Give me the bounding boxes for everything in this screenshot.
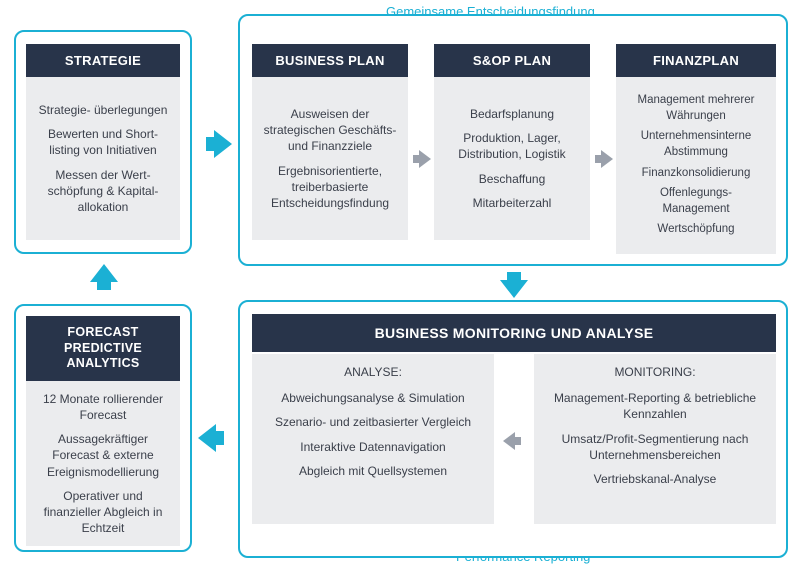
sop-plan-title: S&OP PLAN — [434, 44, 590, 77]
strategie-body: Strategie- überlegungen Bewerten und Sho… — [26, 77, 180, 240]
monitor-item: Vertriebskanal-Analyse — [544, 471, 766, 487]
strategie-card: STRATEGIE Strategie- überlegungen Bewert… — [26, 44, 180, 240]
strategie-title: STRATEGIE — [26, 44, 180, 77]
sop-plan-body: Bedarfsplanung Produktion, Lager, Distri… — [434, 77, 590, 240]
analyse-panel: ANALYSE: Abweichungsanalyse & Simulation… — [252, 354, 494, 524]
finanzplan-body: Management mehrerer Währungen Unternehme… — [616, 77, 776, 254]
analyse-item: Abgleich mit Quellsystemen — [262, 463, 484, 479]
business-plan-title: BUSINESS PLAN — [252, 44, 408, 77]
strategie-item: Strategie- überlegungen — [36, 102, 170, 118]
analyse-item: Szenario- und zeitbasierter Vergleich — [262, 414, 484, 430]
forecast-title: FORECAST PREDICTIVE ANALYTICS — [26, 316, 180, 381]
arrow-left-small-icon — [503, 432, 515, 450]
finanzplan-item: Finanzkonsolidierung — [626, 166, 766, 182]
monitor-label: MONITORING: — [544, 364, 766, 380]
finanzplan-title: FINANZPLAN — [616, 44, 776, 77]
business-plan-card: BUSINESS PLAN Ausweisen der strategische… — [252, 44, 408, 240]
monitor-item: Management-Reporting & betriebliche Kenn… — [544, 390, 766, 422]
finanzplan-item: Wertschöpfung — [626, 222, 766, 238]
monitoring-title: BUSINESS MONITORING UND ANALYSE — [252, 314, 776, 352]
arrow-up-icon — [90, 264, 118, 282]
forecast-item: 12 Monate rollierender Forecast — [36, 391, 170, 423]
monitor-panel: MONITORING: Management-Reporting & betri… — [534, 354, 776, 524]
forecast-item: Operativer und finanzieller Abgleich in … — [36, 488, 170, 537]
arrow-right-icon — [214, 130, 232, 158]
business-plan-body: Ausweisen der strategischen Geschäfts- u… — [252, 77, 408, 240]
finanzplan-card: FINANZPLAN Management mehrerer Währungen… — [616, 44, 776, 254]
business-plan-item: Ausweisen der strategischen Geschäfts- u… — [262, 106, 398, 155]
sop-plan-item: Beschaffung — [444, 171, 580, 187]
analyse-item: Interaktive Datennavigation — [262, 439, 484, 455]
analyse-item: Abweichungsanalyse & Simulation — [262, 390, 484, 406]
monitor-item: Umsatz/Profit-Segmentierung nach Unterne… — [544, 431, 766, 463]
strategie-item: Messen der Wert- schöpfung & Kapital- al… — [36, 167, 170, 216]
finanzplan-item: Offenlegungs- Management — [626, 186, 766, 217]
finanzplan-item: Unternehmensinterne Abstimmung — [626, 129, 766, 160]
arrow-down-icon — [500, 280, 528, 298]
finanzplan-item: Management mehrerer Währungen — [626, 93, 766, 124]
business-plan-item: Ergebnisorientierte, treiberbasierte Ent… — [262, 163, 398, 212]
strategie-item: Bewerten und Short- listing von Initiati… — [36, 126, 170, 158]
sop-plan-item: Mitarbeiterzahl — [444, 195, 580, 211]
arrow-right-small-icon — [601, 150, 613, 168]
arrow-left-icon — [198, 424, 216, 452]
forecast-body: 12 Monate rollierender Forecast Aussagek… — [26, 381, 180, 547]
forecast-item: Aussagekräftiger Forecast & externe Erei… — [36, 431, 170, 480]
analyse-label: ANALYSE: — [262, 364, 484, 380]
sop-plan-item: Produktion, Lager, Distribution, Logisti… — [444, 130, 580, 162]
sop-plan-item: Bedarfsplanung — [444, 106, 580, 122]
forecast-card: FORECAST PREDICTIVE ANALYTICS 12 Monate … — [26, 316, 180, 540]
arrow-right-small-icon — [419, 150, 431, 168]
sop-plan-card: S&OP PLAN Bedarfsplanung Produktion, Lag… — [434, 44, 590, 240]
